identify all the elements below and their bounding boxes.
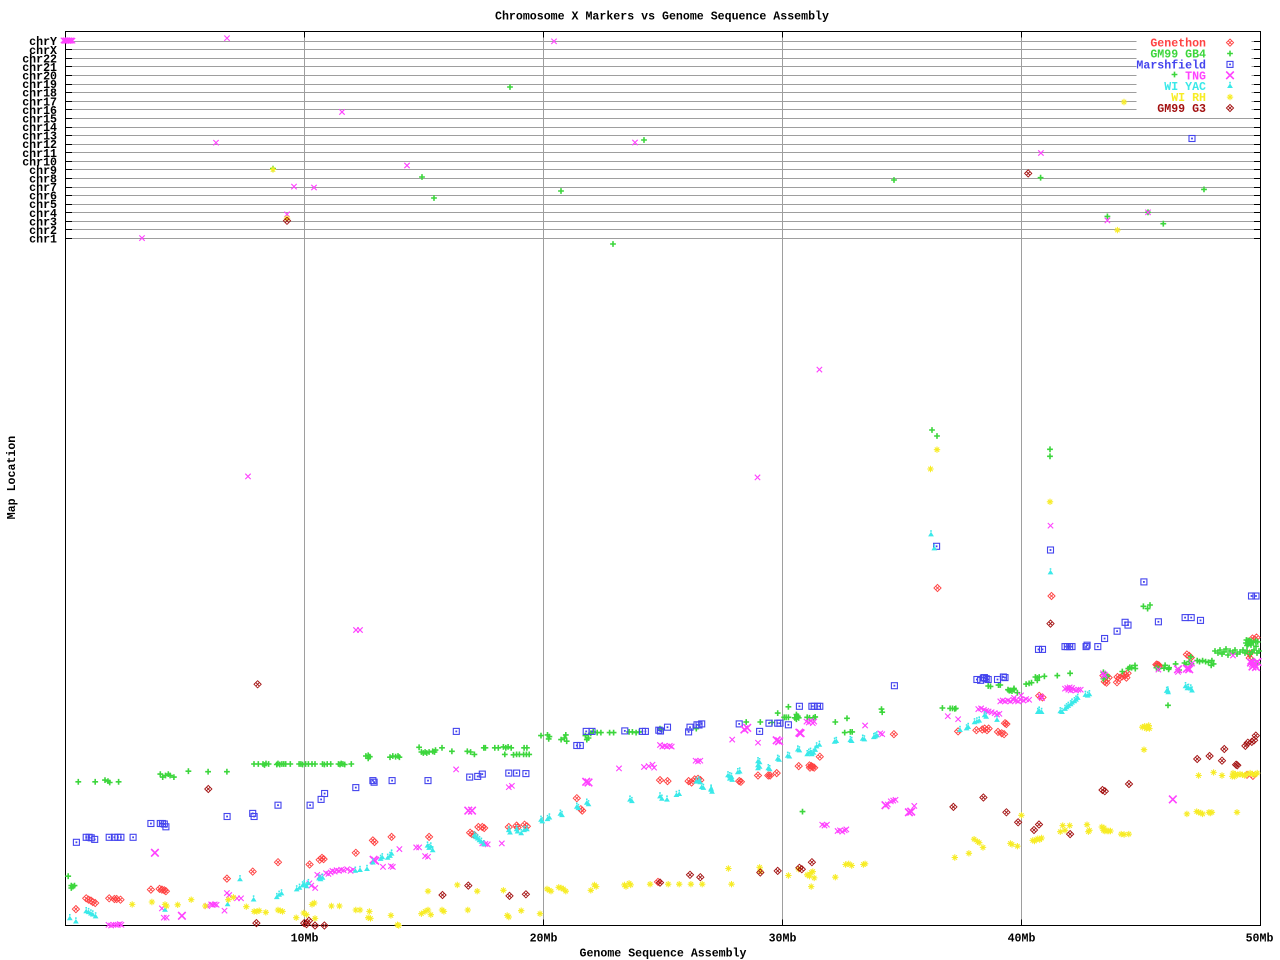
svg-text:50Mb: 50Mb [1246,933,1274,946]
svg-text:Map Location: Map Location [6,436,19,520]
svg-text:chr16: chr16 [22,105,57,118]
svg-text:GM99 GB4: GM99 GB4 [1150,49,1206,62]
svg-text:WI RH: WI RH [1171,92,1206,105]
svg-text:chr8: chr8 [29,174,57,187]
svg-text:chr22: chr22 [22,53,57,66]
svg-text:chr5: chr5 [29,199,57,212]
svg-text:chr4: chr4 [29,208,57,221]
svg-text:chr1: chr1 [29,234,57,247]
svg-text:20Mb: 20Mb [530,933,558,946]
svg-text:chr12: chr12 [22,139,57,152]
svg-text:10Mb: 10Mb [291,933,319,946]
svg-text:chr17: chr17 [22,96,57,109]
svg-text:chr19: chr19 [22,79,57,92]
svg-text:chrX: chrX [29,45,57,58]
svg-text:chr11: chr11 [22,148,57,161]
svg-text:chr10: chr10 [22,156,57,169]
svg-text:GM99 G3: GM99 G3 [1157,103,1206,116]
svg-text:Marshfield: Marshfield [1136,59,1206,72]
svg-text:chr2: chr2 [29,225,57,238]
svg-text:chr14: chr14 [22,122,57,135]
svg-text:30Mb: 30Mb [769,933,797,946]
svg-text:WI YAC: WI YAC [1164,81,1206,94]
svg-text:chr15: chr15 [22,113,57,126]
svg-text:Chromosome X Markers vs Genome: Chromosome X Markers vs Genome Sequence … [495,11,829,24]
svg-text:chr20: chr20 [22,71,57,84]
svg-text:chr13: chr13 [22,131,57,144]
svg-text:chr3: chr3 [29,216,57,229]
svg-text:chr6: chr6 [29,191,57,204]
svg-text:chr7: chr7 [29,182,57,195]
svg-text:TNG: TNG [1185,70,1206,83]
svg-text:chr9: chr9 [29,165,57,178]
svg-text:Genome Sequence Assembly: Genome Sequence Assembly [580,948,747,960]
svg-text:chr21: chr21 [22,62,57,75]
svg-text:chrY: chrY [29,36,57,49]
svg-text:40Mb: 40Mb [1008,933,1036,946]
svg-text:chr18: chr18 [22,88,57,101]
svg-text:Genethon: Genethon [1150,38,1206,51]
